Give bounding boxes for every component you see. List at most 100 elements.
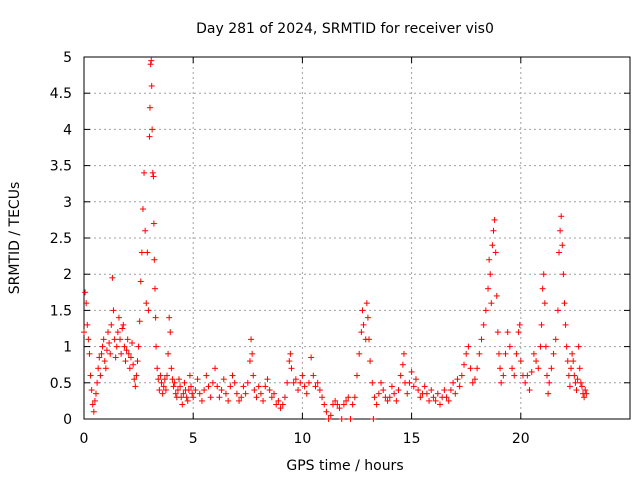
data-point — [334, 401, 341, 408]
x-tick-label: 0 — [80, 431, 89, 447]
data-point — [111, 336, 118, 343]
data-point — [526, 387, 533, 394]
data-point — [154, 365, 161, 372]
data-point — [550, 350, 557, 357]
data-point — [138, 249, 145, 256]
data-point — [188, 383, 195, 390]
data-point — [310, 372, 317, 379]
data-point — [325, 416, 332, 422]
data-point — [151, 256, 158, 263]
data-point — [557, 227, 564, 234]
data-point — [227, 383, 234, 390]
data-point — [364, 314, 371, 321]
data-point — [497, 365, 504, 372]
data-point — [286, 358, 293, 365]
data-point — [363, 300, 370, 307]
data-point — [149, 126, 156, 133]
data-point — [260, 397, 267, 404]
data-point — [476, 350, 483, 357]
data-point — [578, 383, 585, 390]
data-point — [97, 372, 104, 379]
data-point — [101, 358, 108, 365]
data-point — [539, 285, 546, 292]
data-point — [159, 390, 166, 397]
data-point — [378, 379, 385, 386]
data-point — [184, 397, 191, 404]
data-point — [340, 401, 347, 408]
data-point — [264, 376, 271, 383]
data-point — [492, 249, 499, 256]
data-point — [380, 387, 387, 394]
data-point — [150, 220, 157, 227]
data-point — [434, 390, 441, 397]
data-point — [561, 300, 568, 307]
data-point — [576, 365, 583, 372]
data-point — [150, 173, 157, 180]
data-point — [530, 350, 537, 357]
data-point — [493, 292, 500, 299]
data-point — [216, 394, 223, 401]
data-point — [565, 372, 572, 379]
data-point — [201, 387, 208, 394]
data-point — [109, 274, 116, 281]
y-tick-label: 4.5 — [50, 86, 72, 102]
data-point — [185, 387, 192, 394]
data-point — [83, 300, 90, 307]
data-point — [400, 350, 407, 357]
data-point — [498, 379, 505, 386]
data-point — [106, 339, 113, 346]
data-point — [218, 387, 225, 394]
data-point — [99, 343, 106, 350]
data-point — [268, 394, 275, 401]
data-point — [509, 365, 516, 372]
data-point — [436, 401, 443, 408]
data-point — [95, 365, 102, 372]
data-point — [511, 372, 518, 379]
data-point — [98, 350, 105, 357]
data-point — [167, 329, 174, 336]
data-point — [290, 379, 297, 386]
data-point — [123, 347, 130, 354]
data-point — [161, 376, 168, 383]
data-point — [189, 390, 196, 397]
data-point — [151, 285, 158, 292]
data-point — [162, 387, 169, 394]
data-point — [360, 321, 367, 328]
data-point — [121, 343, 128, 350]
data-point — [404, 390, 411, 397]
data-point — [155, 376, 162, 383]
data-point — [122, 358, 129, 365]
data-point — [295, 387, 302, 394]
data-point — [546, 379, 553, 386]
data-point — [554, 307, 561, 314]
data-point — [126, 365, 133, 372]
y-tick-label: 5 — [63, 50, 72, 66]
data-point — [465, 343, 472, 350]
data-point — [166, 314, 173, 321]
data-point — [279, 401, 286, 408]
data-point — [249, 350, 256, 357]
x-tick-label: 10 — [293, 431, 311, 447]
data-point — [287, 350, 294, 357]
data-point — [332, 397, 339, 404]
data-point — [375, 390, 382, 397]
data-point — [388, 383, 395, 390]
data-point — [323, 408, 330, 415]
data-point — [515, 329, 522, 336]
data-point — [336, 405, 343, 412]
data-point — [570, 358, 577, 365]
data-point — [469, 379, 476, 386]
data-point — [125, 350, 132, 357]
data-point — [415, 387, 422, 394]
data-point — [105, 329, 112, 336]
data-point — [220, 376, 227, 383]
y-tick-label: 2.5 — [50, 231, 72, 247]
data-point — [84, 321, 91, 328]
data-point — [149, 169, 156, 176]
data-point — [552, 336, 559, 343]
data-point — [421, 383, 428, 390]
y-tick-label: 3.5 — [50, 159, 72, 175]
data-point — [174, 387, 181, 394]
data-point — [81, 329, 87, 336]
